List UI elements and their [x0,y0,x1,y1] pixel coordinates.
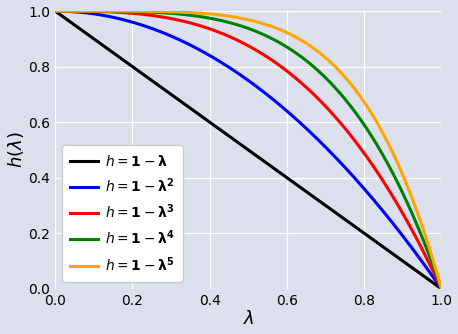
X-axis label: $\lambda$: $\lambda$ [243,310,254,328]
Y-axis label: $h(\lambda)$: $h(\lambda)$ [5,132,26,168]
Legend: $h=\mathbf{1}-\boldsymbol{\lambda}$, $h=\mathbf{1}-\boldsymbol{\lambda}^\mathbf{: $h=\mathbf{1}-\boldsymbol{\lambda}$, $h=… [62,145,183,282]
